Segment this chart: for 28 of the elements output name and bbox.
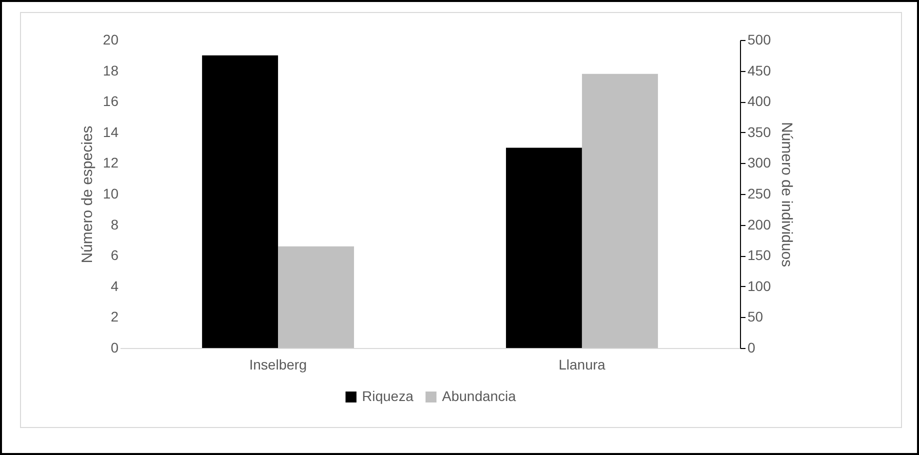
y2-axis-title: Número de individuos: [778, 122, 795, 268]
y-tick-label: 14: [102, 124, 119, 140]
y2-tick-label: 0: [748, 340, 756, 356]
y2-tick-label: 500: [748, 32, 772, 48]
y2-tick-label: 150: [748, 247, 772, 264]
y-tick-label: 16: [102, 93, 119, 110]
y-tick-label: 18: [102, 62, 119, 78]
y-tick-label: 0: [110, 340, 119, 356]
y-axis-title: Número de especies: [78, 126, 96, 264]
y2-tick-label: 50: [748, 308, 764, 325]
y2-tick-label: 400: [748, 93, 772, 110]
y2-tick-label: 100: [748, 278, 772, 294]
x-tick-label: Llanura: [558, 356, 606, 372]
legend-label: Riqueza: [362, 388, 414, 404]
y-tick-label: 2: [110, 308, 119, 325]
x-tick-label: Inselberg: [249, 356, 307, 372]
legend-label: Abundancia: [442, 388, 516, 404]
y2-tick-label: 300: [748, 154, 772, 171]
y-tick-label: 4: [110, 278, 119, 294]
y-tick-label: 10: [102, 186, 119, 202]
y-tick-label: 6: [110, 247, 119, 264]
y-tick-label: 20: [102, 32, 119, 48]
y2-tick-label: 450: [748, 62, 772, 78]
y-tick-label: 12: [102, 154, 119, 171]
y2-tick-label: 200: [748, 216, 772, 232]
y2-tick-label: 250: [748, 186, 772, 202]
y2-tick-label: 350: [748, 124, 772, 140]
y-tick-label: 8: [110, 216, 119, 232]
